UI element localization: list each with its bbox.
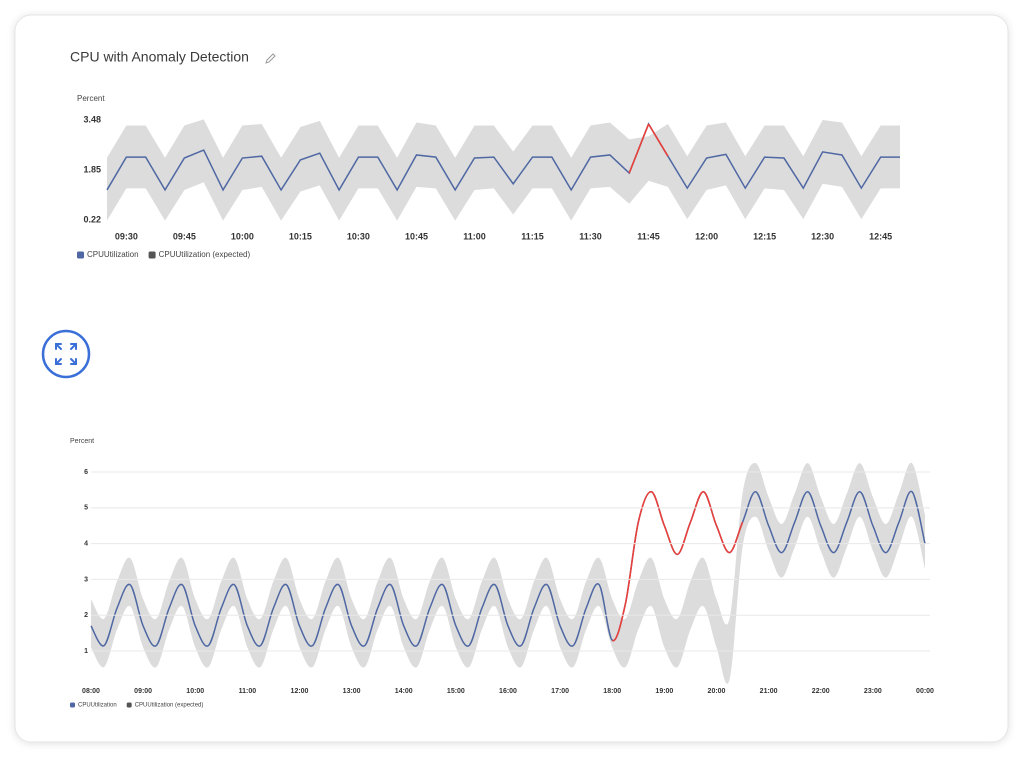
legend-swatch [148,251,156,259]
x-tick-label: 12:30 [811,231,834,241]
x-tick-label: 22:00 [812,688,830,695]
anomaly-segment [703,490,718,527]
legend-swatch [126,702,132,708]
x-tick-label: 11:30 [579,231,602,241]
x-tick-label: 08:00 [82,688,100,695]
anomaly-segment [676,521,692,556]
x-tick-label: 12:00 [291,688,309,695]
x-tick-label: 20:00 [708,688,726,695]
anomaly-segment [624,521,640,605]
legend-swatch [70,702,75,708]
legend-label: CPUUtilization [87,250,139,259]
x-tick-label: 11:15 [521,231,544,241]
x-tick-label: 17:00 [551,688,569,695]
anomaly-segment [647,123,669,157]
x-tick-label: 21:00 [760,688,778,695]
x-tick-label: 14:00 [395,688,413,695]
expand-button[interactable] [41,329,91,379]
y-tick-label: 6 [84,469,88,476]
x-tick-label: 11:00 [463,231,486,241]
anomaly-segment [628,123,650,174]
anomaly-segment [650,490,666,527]
expected-band [91,462,925,684]
anomaly-segment [637,490,652,523]
x-tick-label: 10:00 [186,688,204,695]
x-tick-label: 10:30 [347,231,370,241]
x-tick-label: 00:00 [916,688,934,695]
y-tick-label: 3.48 [83,114,101,124]
x-tick-label: 09:00 [134,688,152,695]
y-axis-label: Percent [77,94,105,103]
card [14,14,1009,743]
y-tick-label: 5 [84,505,88,512]
x-tick-label: 10:45 [405,231,428,241]
x-tick-label: 11:00 [239,688,257,695]
x-tick-label: 12:45 [869,231,892,241]
x-tick-label: 15:00 [447,688,465,695]
y-tick-label: 3 [84,576,88,583]
y-axis-label: Percent [70,438,94,445]
anomaly-segment [611,604,627,642]
series-line [106,122,900,192]
x-tick-label: 09:30 [115,231,138,241]
y-tick-label: 4 [84,540,88,547]
x-tick-label: 19:00 [655,688,673,695]
legend-label: CPUUtilization [78,703,117,709]
x-tick-label: 12:15 [753,231,776,241]
anomaly-segment [663,525,678,556]
x-tick-label: 09:45 [173,231,196,241]
legend-label: CPUUtilization (expected) [159,250,251,259]
x-tick-label: 10:15 [289,231,312,241]
card-title: CPU with Anomaly Detection [70,49,249,65]
x-tick-label: 23:00 [864,688,882,695]
y-tick-label: 2 [84,612,88,619]
legend-label: CPUUtilization (expected) [135,703,204,709]
x-tick-label: 13:00 [343,688,361,695]
legend-swatch [77,251,84,259]
x-tick-label: 16:00 [499,688,517,695]
x-tick-label: 10:00 [231,231,254,241]
plot [106,119,900,221]
x-tick-label: 18:00 [603,688,621,695]
edit-icon[interactable] [265,53,276,64]
y-tick-label: 0.22 [83,214,101,224]
y-tick-label: 1 [84,648,88,655]
anomaly-segment [689,490,704,523]
series-line [90,490,926,647]
x-tick-label: 11:45 [637,231,660,241]
anomaly-segment [729,521,744,554]
y-tick-label: 1.85 [83,164,101,174]
plot [90,462,926,684]
x-tick-label: 12:00 [695,231,718,241]
